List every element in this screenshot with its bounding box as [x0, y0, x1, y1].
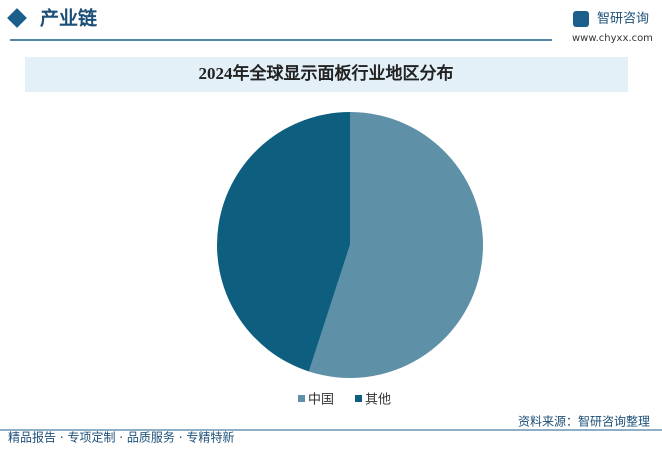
title-band — [25, 57, 628, 92]
brand-name: 智研咨询 — [597, 12, 649, 27]
pie-slice — [308, 112, 483, 378]
pie — [216, 112, 483, 378]
header-icon — [7, 8, 27, 28]
header-title: 产业链 — [40, 7, 97, 30]
brand-url: www.chyxx.com — [572, 33, 653, 44]
source-note: 资料来源：智研咨询整理 — [518, 414, 650, 429]
legend-swatch — [355, 395, 362, 402]
footer-text: 精品报告 · 专项定制 · 品质服务 · 专精特新 — [8, 430, 234, 445]
chart-title: 2024年全球显示面板行业地区分布 — [199, 63, 454, 83]
legend-label: 中国 — [308, 393, 334, 408]
legend: 中国 其他 — [298, 393, 391, 408]
legend-label: 其他 — [365, 393, 391, 408]
legend-swatch — [298, 395, 305, 402]
brand-logo — [573, 11, 589, 27]
pie-slice — [216, 112, 350, 372]
